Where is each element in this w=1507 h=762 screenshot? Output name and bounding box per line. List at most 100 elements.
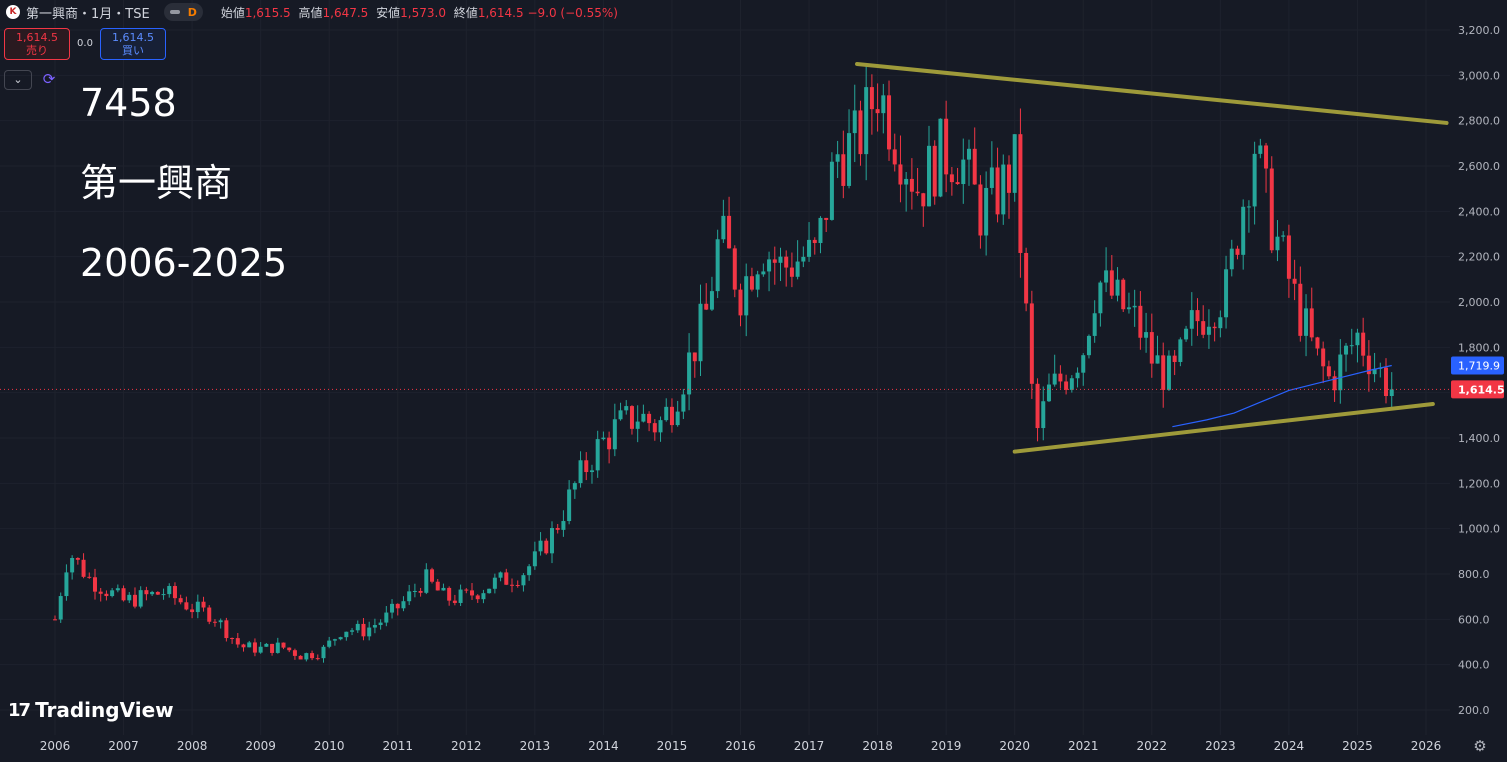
candle-body [1224, 269, 1229, 318]
candle-body [1235, 248, 1240, 255]
candle-body [1161, 355, 1166, 390]
candle-body [178, 598, 183, 603]
candle-body [1201, 321, 1206, 335]
candle-body [412, 590, 417, 592]
x-tick-label: 2013 [520, 739, 551, 753]
close-value: 1,614.5 [477, 5, 524, 20]
candle-body [875, 109, 880, 114]
ohlc-values: 始値1,615.5 高値1,647.5 安値1,573.0 終値1,614.5 … [217, 4, 618, 21]
candle-body [1115, 279, 1120, 296]
buy-label: 買い [122, 44, 144, 57]
candle-body [1338, 354, 1343, 391]
overlay-range: 2006-2025 [80, 241, 288, 285]
candle-body [287, 647, 292, 651]
candle-body [1035, 383, 1040, 429]
candle-body [949, 174, 954, 183]
candle-body [732, 248, 737, 290]
x-tick-label: 2016 [725, 739, 756, 753]
x-tick-label: 2023 [1205, 739, 1236, 753]
sell-button[interactable]: 1,614.5 売り [4, 28, 70, 60]
candle-body [589, 470, 594, 473]
candle-body [778, 256, 783, 263]
candle-body [75, 558, 80, 560]
candle-body [1269, 168, 1274, 251]
candle-body [1366, 355, 1371, 375]
candle-body [298, 655, 303, 660]
candle-body [1104, 270, 1109, 283]
candle-body [1309, 308, 1314, 338]
candle-body [892, 149, 897, 165]
chevron-down-icon[interactable]: ⌄ [4, 70, 32, 90]
candle-body [835, 154, 840, 162]
candle-body [1092, 313, 1097, 336]
candle-body [669, 406, 674, 426]
candle-body [709, 291, 714, 310]
x-tick-label: 2011 [382, 739, 413, 753]
candle-body [195, 601, 200, 613]
x-tick-label: 2008 [177, 739, 208, 753]
candle-body [252, 642, 257, 653]
candle-body [327, 640, 332, 647]
candle-body [190, 609, 195, 613]
candle-body [795, 261, 800, 277]
candle-body [144, 590, 149, 595]
candle-body [698, 303, 703, 362]
high-value: 1,647.5 [322, 5, 369, 20]
tradingview-logo[interactable]: 17 TradingView [8, 698, 174, 722]
candle-body [915, 191, 920, 194]
candle-body [1264, 145, 1269, 169]
candle-body [978, 184, 983, 236]
x-tick-label: 2018 [862, 739, 893, 753]
candle-body [264, 643, 269, 647]
candle-body [1126, 307, 1131, 310]
sync-icon[interactable]: ⟳ [42, 70, 56, 88]
last-price-tag [1451, 380, 1504, 399]
candle-body [338, 637, 343, 640]
candle-body [829, 161, 834, 220]
candle-body [687, 352, 692, 395]
buy-price: 1,614.5 [112, 31, 154, 44]
gear-icon[interactable]: ⚙ [1473, 737, 1487, 755]
candle-body [904, 178, 909, 185]
candle-body [64, 572, 69, 597]
y-tick-label: 400.0 [1458, 659, 1490, 672]
candle-body [749, 276, 754, 290]
candle-body [1184, 328, 1189, 340]
candle-body [938, 118, 943, 197]
trendline[interactable] [1012, 402, 1435, 454]
candle-body [595, 439, 600, 471]
candle-body [270, 643, 275, 653]
price-axis[interactable]: 200.0 400.0 600.0 800.0 1,000.0 1,200.0 1,400.… [1451, 24, 1505, 717]
candle-body [561, 521, 566, 530]
candle-body [869, 87, 874, 110]
x-tick-label: 2009 [245, 739, 276, 753]
candle-body [692, 352, 697, 362]
candle-body [150, 591, 155, 595]
candle-body [378, 622, 383, 626]
open-value: 1,615.5 [244, 5, 291, 20]
candle-body [807, 239, 812, 257]
candle-body [761, 271, 766, 275]
tradingview-mark-icon: 17 [8, 699, 31, 721]
time-axis[interactable]: 2006 2007 2008 2009 2010 2011 2012 2013 2014 2015… [40, 739, 1442, 753]
candle-body [744, 276, 749, 316]
candle-body [1212, 326, 1217, 329]
interval-pill[interactable]: D [163, 3, 203, 21]
y-tick-label: 1,400.0 [1458, 432, 1500, 445]
candle-body [418, 590, 423, 593]
candle-body [772, 259, 777, 263]
buy-button[interactable]: 1,614.5 買い [100, 28, 166, 60]
candle-body [647, 413, 652, 424]
candle-body [1086, 335, 1091, 356]
x-tick-label: 2014 [588, 739, 619, 753]
x-tick-label: 2019 [931, 739, 962, 753]
candle-body [1321, 348, 1326, 367]
candle-body [344, 631, 349, 638]
y-tick-label: 3,200.0 [1458, 24, 1500, 37]
symbol-title[interactable]: 第一興商・1月・TSE [26, 6, 150, 22]
candle-body [584, 460, 589, 473]
candle-body [1024, 252, 1029, 304]
trendlines[interactable] [855, 62, 1449, 454]
trendline[interactable] [855, 62, 1449, 125]
